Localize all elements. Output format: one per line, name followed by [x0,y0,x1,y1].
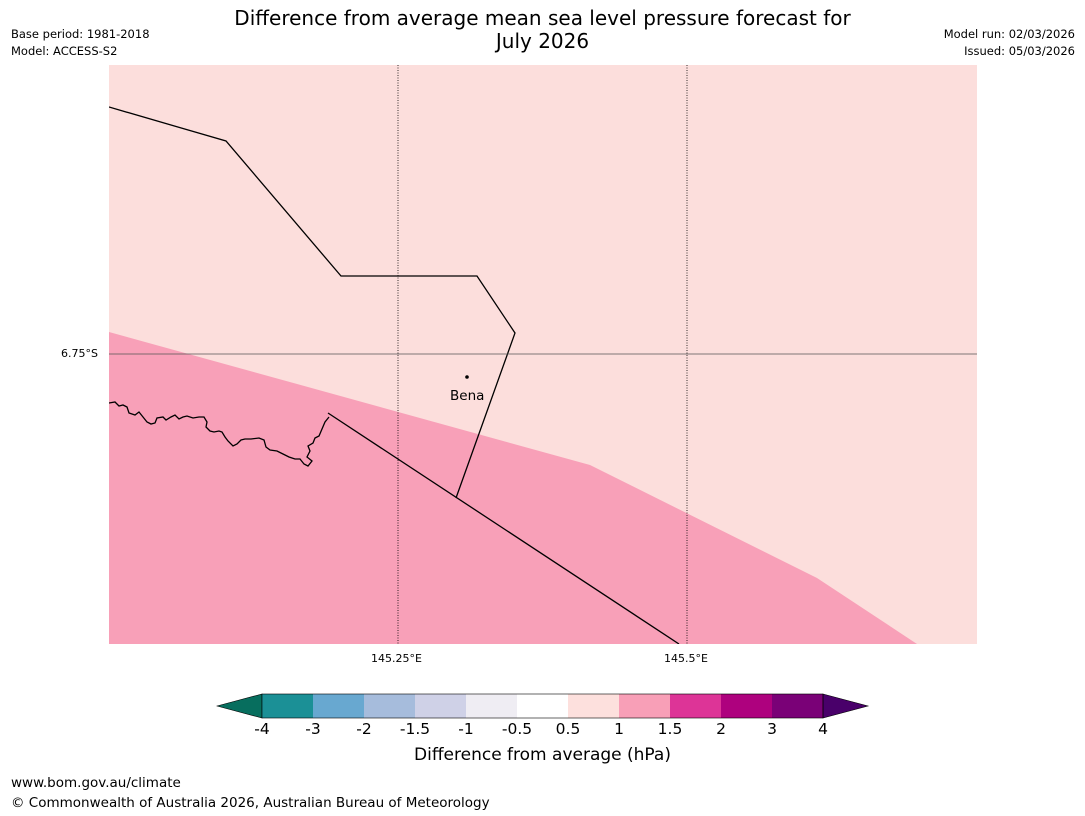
colorbar-tick-label: -3 [305,720,321,738]
province-boundary [109,106,516,499]
colorbar-tick-label: 1.5 [657,720,683,738]
coastline [109,401,330,467]
colorbar-segment [466,694,517,718]
colorbar-segment [415,694,466,718]
colorbar-tick-label: 2 [716,720,726,738]
colorbar-segment [364,694,415,718]
base-period: Base period: 1981-2018 [11,27,150,41]
model-name: Model: ACCESS-S2 [11,44,118,58]
place-label-bena: Bena [450,388,485,404]
colorbar-tick-label: -4 [254,720,270,738]
meta-right: Model run: 02/03/2026 Issued: 05/03/2026 [944,26,1075,60]
footer-copyright: © Commonwealth of Australia 2026, Austra… [11,795,490,811]
chart-title: Difference from average mean sea level p… [0,7,1085,53]
colorbar-tick-label: 0.5 [555,720,581,738]
lon-label-145-25e: 145.25°E [371,652,422,665]
meta-left: Base period: 1981-2018 Model: ACCESS-S2 [11,26,150,60]
colorbar-label: Difference from average (hPa) [414,745,671,765]
colorbar-tick-label: -2 [356,720,372,738]
place-marker-bena[interactable] [465,375,469,379]
footer-url[interactable]: www.bom.gov.au/climate [11,775,181,791]
colorbar-tick-label: -0.5 [501,720,533,738]
colorbar-segment [772,694,823,718]
colorbar-tick-label: 4 [818,720,828,738]
model-run: Model run: 02/03/2026 [943,27,1075,41]
colorbar-tick-label: 3 [767,720,777,738]
anomaly-region-1-to-1-5 [109,332,917,644]
title-line-2: July 2026 [495,29,590,53]
lon-label-145-5e: 145.5°E [664,652,708,665]
colorbar-outline [261,693,824,719]
colorbar-extend-low [216,693,263,719]
region-boundary [327,412,680,644]
map-area[interactable] [109,65,977,644]
colorbar-tick-label: -1 [458,720,474,738]
title-line-1: Difference from average mean sea level p… [234,6,851,30]
issued-date: Issued: 05/03/2026 [964,44,1075,58]
colorbar-segment [670,694,721,718]
colorbar-segment [517,694,568,718]
colorbar-tick-label: -1.5 [399,720,431,738]
colorbar-segment [619,694,670,718]
colorbar-segment [313,694,364,718]
colorbar-segment [721,694,772,718]
colorbar-segment [262,694,313,718]
colorbar-tick-label: 1 [614,720,624,738]
lat-label-6-75s: 6.75°S [61,347,98,360]
colorbar [216,693,870,719]
colorbar-segment [568,694,619,718]
colorbar-extend-high [822,693,870,719]
